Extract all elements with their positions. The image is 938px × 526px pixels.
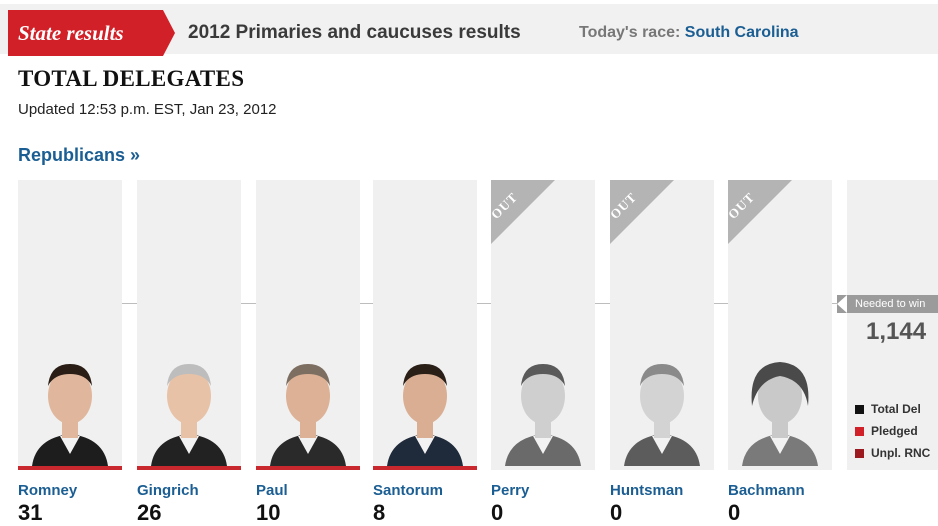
legend-label: Total Del	[871, 402, 921, 416]
candidate-column-bachmann[interactable]: OUT	[728, 180, 832, 470]
candidate-portrait	[742, 362, 818, 466]
delegate-count: 26	[137, 500, 162, 525]
todays-race: Today's race: South Carolina	[579, 24, 799, 42]
side-panel	[847, 180, 938, 470]
candidate-name-link[interactable]: Paul	[256, 482, 288, 499]
results-header-bar: State results 2012 Primaries and caucuse…	[0, 4, 938, 56]
candidate-column-romney[interactable]	[18, 180, 122, 470]
candidate-name-link[interactable]: Romney	[18, 482, 78, 499]
candidate-name-link[interactable]: Bachmann	[728, 482, 805, 499]
updated-timestamp: Updated 12:53 p.m. EST, Jan 23, 2012	[18, 101, 277, 118]
todays-race-label: Today's race:	[579, 24, 681, 41]
delegate-count: 31	[18, 500, 43, 525]
candidate-name-link[interactable]: Gingrich	[137, 482, 199, 499]
header-title: 2012 Primaries and caucuses results	[188, 22, 521, 43]
candidate-column-gingrich[interactable]	[137, 180, 241, 470]
legend-label: Pledged	[871, 424, 918, 438]
delegate-count: 0	[491, 500, 504, 525]
delegate-bar	[137, 466, 241, 470]
candidate-portrait	[151, 364, 227, 466]
state-results-tab[interactable]: State results	[8, 10, 175, 56]
candidate-portrait	[624, 364, 700, 466]
legend-swatch	[855, 449, 864, 458]
candidate-name-link[interactable]: Huntsman	[610, 482, 684, 499]
candidate-portrait	[387, 364, 463, 466]
todays-race-link[interactable]: South Carolina	[684, 24, 799, 41]
legend-swatch	[855, 405, 864, 414]
candidate-name-link[interactable]: Perry	[491, 482, 530, 499]
candidate-column-huntsman[interactable]: OUT	[610, 180, 714, 470]
out-corner-tag	[728, 180, 792, 244]
candidate-portrait	[505, 364, 581, 466]
candidate-portrait	[270, 364, 346, 466]
delegate-count: 8	[373, 500, 386, 525]
delegate-count: 0	[728, 500, 741, 525]
candidate-name-link[interactable]: Santorum	[373, 482, 444, 499]
legend-item: Unpl. RNC	[855, 446, 930, 460]
needed-to-win-value: 1,144	[866, 318, 927, 345]
page-title: TOTAL DELEGATES	[18, 66, 245, 91]
candidate-column-santorum[interactable]	[373, 180, 477, 470]
delegate-bar	[373, 466, 477, 470]
candidate-column-paul[interactable]	[256, 180, 360, 470]
out-corner-tag	[610, 180, 674, 244]
legend-label: Unpl. RNC	[871, 446, 931, 460]
delegate-count: 0	[610, 500, 623, 525]
delegate-bar	[18, 466, 122, 470]
delegate-bar	[256, 466, 360, 470]
out-corner-tag	[491, 180, 555, 244]
legend-item: Total Del	[855, 402, 921, 416]
candidate-portrait	[32, 364, 108, 466]
delegate-count: 10	[256, 500, 281, 525]
legend-item: Pledged	[855, 424, 918, 438]
legend-swatch	[855, 427, 864, 436]
needed-to-win-label: Needed to win	[837, 295, 938, 313]
republicans-link[interactable]: Republicans »	[18, 145, 141, 165]
candidate-column-perry[interactable]: OUT	[491, 180, 595, 470]
